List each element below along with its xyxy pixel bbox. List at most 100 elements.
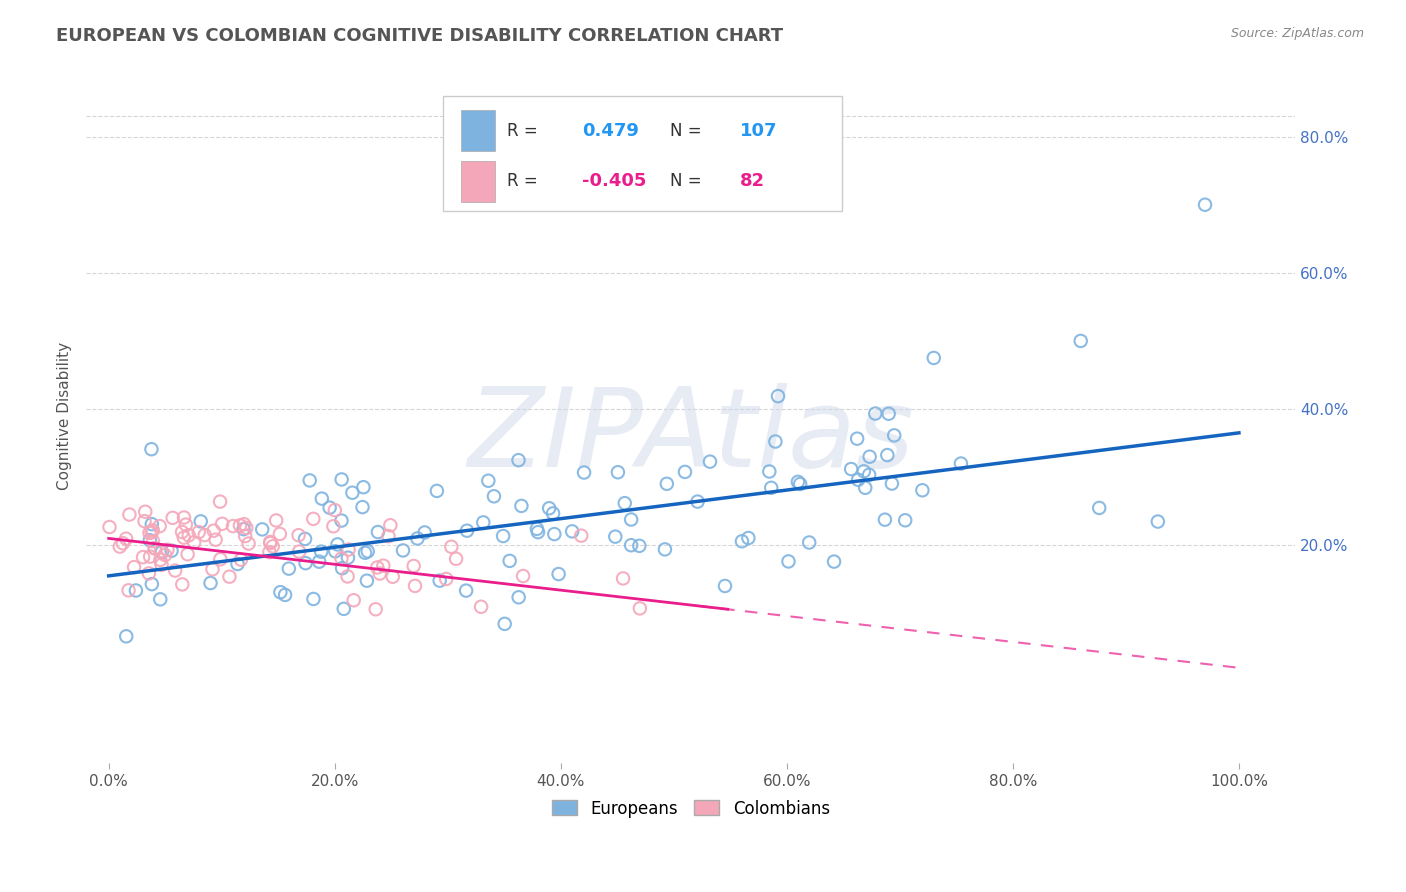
Point [789,477,811,491]
Point [569,529,592,543]
Point [541,507,564,521]
Point [731,534,754,549]
Point [277,561,299,575]
Point [149,553,172,567]
Point [149,592,172,607]
Point [274,588,297,602]
Point [354,546,377,560]
Point [150,558,173,572]
Point [183,535,205,549]
Point [429,574,451,588]
Text: R =: R = [508,172,537,190]
Point [302,591,325,606]
Point [173,510,195,524]
Point [153,548,176,562]
Point [150,544,173,558]
Point [287,528,309,542]
Point [125,583,148,598]
Point [218,569,240,583]
Point [318,500,340,515]
Point [229,518,252,533]
Point [628,601,651,615]
Point [232,522,254,536]
Point [326,537,349,551]
Point [160,543,183,558]
Point [620,538,643,552]
Point [472,516,495,530]
Point [259,535,281,549]
Point [922,351,945,365]
FancyBboxPatch shape [461,161,495,202]
Point [1070,334,1092,348]
Text: EUROPEAN VS COLOMBIAN COGNITIVE DISABILITY CORRELATION CHART: EUROPEAN VS COLOMBIAN COGNITIVE DISABILI… [56,27,783,45]
Point [654,542,676,557]
Point [298,474,321,488]
Point [132,550,155,565]
Point [368,566,391,581]
Point [761,481,783,495]
Point [357,544,380,558]
Point [139,533,162,548]
Point [737,531,759,545]
Point [392,543,415,558]
Text: N =: N = [671,172,702,190]
Point [482,489,505,503]
Point [444,551,467,566]
Point [352,480,374,494]
Point [766,389,789,403]
Point [343,593,366,607]
Point [194,528,217,542]
Point [330,561,353,575]
Point [141,442,163,457]
Point [209,494,232,508]
Point [612,571,634,585]
Point [364,602,387,616]
Point [613,496,636,510]
Point [859,450,882,464]
Point [165,564,187,578]
Point [477,474,499,488]
Point [605,530,627,544]
Point [118,508,141,522]
Point [288,544,311,558]
Point [342,485,364,500]
Point [894,513,917,527]
Point [233,529,256,543]
Point [294,556,316,570]
Point [172,577,194,591]
Point [508,591,530,605]
Point [373,558,395,573]
Point [527,525,550,540]
Point [229,552,252,566]
Point [440,540,463,554]
Text: Source: ZipAtlas.com: Source: ZipAtlas.com [1230,27,1364,40]
Point [858,467,880,482]
Point [367,524,389,539]
Point [366,560,388,574]
Point [174,517,197,532]
Point [865,407,887,421]
Point [172,524,194,539]
Text: -0.405: -0.405 [582,172,647,190]
Point [380,518,402,533]
Point [714,579,737,593]
Point [686,494,709,508]
Point [262,539,284,553]
Point [852,464,875,478]
Point [508,453,530,467]
Point [628,539,651,553]
Point [1194,198,1216,212]
Point [138,525,160,540]
Point [758,465,780,479]
Point [201,562,224,576]
Point [880,476,903,491]
Point [526,522,548,536]
Point [853,481,876,495]
Point [470,599,492,614]
Point [1088,500,1111,515]
Point [141,517,163,532]
Point [778,554,800,568]
Point [204,533,226,547]
Point [1146,515,1168,529]
Point [190,514,212,528]
